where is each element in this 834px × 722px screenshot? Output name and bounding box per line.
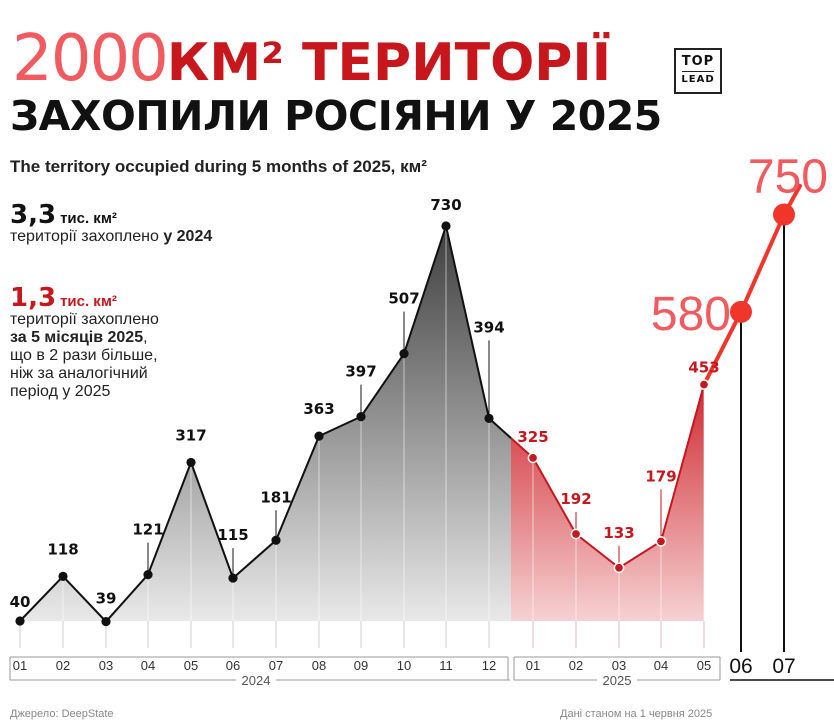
stat-2025-line-4: ніж за аналогічний [10,365,148,382]
stat-2024-desc: території захоплено у 2024 [10,228,212,246]
data-point-2025 [698,379,710,390]
stat-2025-line-2-tail: , [143,329,148,346]
data-point-2024 [441,221,451,231]
stat-2024-value: 3,3 [10,200,57,230]
value-label-2025: 133 [603,524,634,542]
x-tick-label: 02 [569,658,583,673]
year-label-2024: 2024 [242,673,271,688]
x-tick-label: 01 [13,658,27,673]
stat-2025-unit: тис. км² [60,293,117,310]
x-tick-label: 07 [269,658,283,673]
x-tick-label: 08 [312,658,326,673]
x-tick-label: 09 [354,658,368,673]
x-tick-label: 05 [697,658,711,673]
value-label-projection: 750 [748,151,828,204]
x-tick-label: 10 [397,658,411,673]
value-label-2025: 179 [645,467,676,485]
stat-2025-value: 1,3 [10,283,57,313]
x-tick-label-projection: 06 [729,655,752,678]
data-point-2025 [570,528,582,540]
chart-subtitle: The territory occupied during 5 months o… [10,157,427,176]
stat-2025-desc: території захоплено за 5 місяців 2025, щ… [10,311,220,401]
x-tick-label: 06 [226,658,240,673]
value-label-2025: 453 [688,359,719,377]
x-tick-label: 11 [439,658,453,673]
logo-top-text: TOP [681,54,715,69]
stat-2024-desc-a: території захоплено [10,228,164,245]
value-label-2024: 118 [47,540,78,558]
value-label-2024: 730 [430,196,461,214]
x-tick-label: 04 [141,658,155,673]
area-2024 [20,226,511,622]
data-point-projection [773,203,795,226]
data-point-2024 [101,616,111,627]
logo-divider [682,71,714,72]
series-projection-line [702,183,802,387]
data-point-2024 [15,616,25,626]
value-label-2024: 394 [473,318,504,336]
logo-bottom-text: LEAD [681,74,715,85]
x-tick-label: 03 [99,658,113,673]
value-label-2024: 507 [388,290,419,308]
area-2025 [511,384,704,621]
headline-line-1: 2000КМ² ТЕРИТОРІЇ [12,22,611,102]
year-label-bg [236,672,276,686]
stat-2025-line-1: території захоплено [10,311,159,328]
stat-2024: 3,3 тис. км² території захоплено у 2024 [10,200,212,246]
value-label-2024: 115 [217,526,248,544]
x-tick-label-projection: 07 [772,655,795,678]
stat-2024-unit: тис. км² [60,210,117,227]
data-point-2025 [613,562,625,574]
stat-2025-line-2: за 5 місяців 2025 [10,329,144,346]
x-tick-label: 04 [654,658,668,673]
value-label-projection: 580 [651,288,731,341]
data-point-2024 [356,412,366,422]
stat-2025-line-5: період у 2025 [10,383,111,400]
data-point-projection [730,300,752,323]
data-point-2024 [484,413,494,423]
data-point-2024 [58,571,68,581]
value-label-2025: 325 [517,428,548,446]
headline-rest: КМ² ТЕРИТОРІЇ [166,33,612,93]
value-label-2024: 40 [10,593,31,611]
x-tick-label: 03 [612,658,626,673]
stat-2025-line-3: що в 2 рази більше, [10,347,158,364]
stat-2024-desc-b: у 2024 [163,228,213,245]
data-point-2024 [399,349,409,359]
year-label-bg [597,672,637,686]
toplead-logo: TOP LEAD [674,48,722,94]
year-label-2025: 2025 [603,673,632,688]
data-point-2025 [655,536,667,547]
data-point-2024 [314,431,324,441]
value-label-2025: 192 [560,490,591,508]
x-tick-label: 12 [482,658,496,673]
headline-number: 2000 [12,22,169,96]
stat-2025: 1,3 тис. км² території захоплено за 5 міс… [10,283,220,401]
data-point-2025 [527,452,539,464]
value-label-2024: 317 [175,426,206,444]
x-tick-label: 05 [184,658,198,673]
value-label-2024: 181 [260,488,291,506]
value-label-2024: 397 [345,363,376,381]
data-point-2024 [228,573,238,583]
date-note: Дані станом на 1 червня 2025 [560,708,713,720]
value-label-2024: 363 [303,400,334,418]
value-label-2024: 39 [96,590,117,608]
data-point-2024 [271,535,281,545]
data-point-2024 [143,570,153,580]
x-tick-label: 01 [526,658,540,673]
x-tick-label: 02 [56,658,70,673]
source-note: Джерело: DeepState [10,708,114,720]
value-label-2024: 121 [132,521,163,539]
headline-line-2: ЗАХОПИЛИ РОСІЯНИ У 2025 [10,92,662,140]
data-point-2024 [186,457,196,468]
